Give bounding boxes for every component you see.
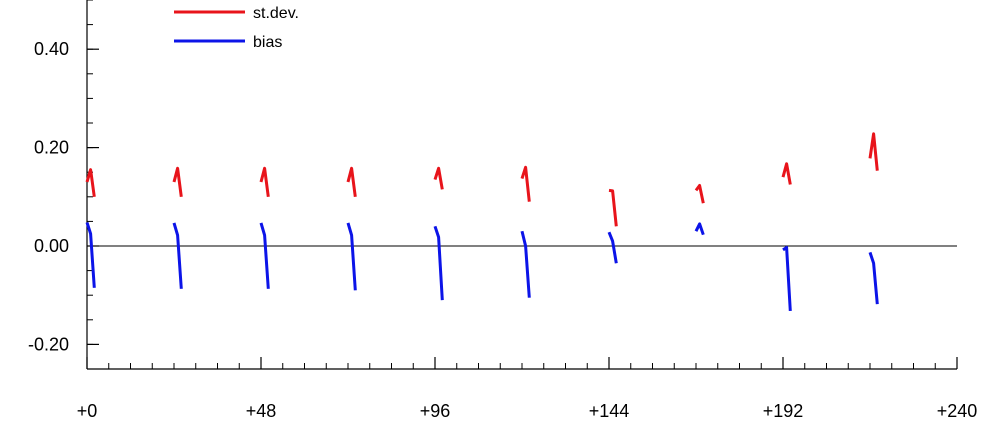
- series-line: [172, 222, 183, 289]
- series-line: [259, 222, 270, 289]
- y-axis-tick-labels: 0.40 0.20 0.00 -0.20: [28, 39, 69, 354]
- series-layer: [85, 132, 879, 311]
- series-line: [433, 225, 444, 301]
- x-tick-label: +0: [77, 401, 98, 421]
- x-tick-label: +144: [589, 401, 630, 421]
- series-line: [607, 231, 618, 264]
- y-tick-label: 0.20: [34, 138, 69, 158]
- series-line: [868, 251, 879, 305]
- series-line: [520, 230, 531, 298]
- series-line: [346, 222, 357, 291]
- series-line: [781, 162, 792, 185]
- series-line: [694, 222, 705, 236]
- series-line: [85, 221, 96, 288]
- series-bias: [85, 221, 879, 311]
- series-line: [782, 246, 792, 311]
- series-st-dev-: [85, 132, 879, 227]
- legend: st.dev. bias: [174, 5, 299, 51]
- series-line: [694, 184, 705, 204]
- series-line: [85, 168, 96, 198]
- x-tick-label: +240: [937, 401, 978, 421]
- major-ticks: [86, 48, 958, 369]
- y-tick-label: 0.00: [34, 236, 69, 256]
- y-tick-label: -0.20: [28, 334, 69, 354]
- series-line: [520, 165, 531, 202]
- x-axis-tick-labels: +0 +48 +96 +144 +192 +240: [77, 401, 978, 421]
- series-line: [172, 166, 183, 197]
- series-line: [259, 166, 270, 197]
- series-line: [346, 166, 357, 197]
- legend-label: st.dev.: [253, 5, 299, 22]
- x-tick-label: +48: [246, 401, 277, 421]
- x-tick-label: +96: [420, 401, 451, 421]
- minor-ticks: [86, 0, 958, 370]
- series-line: [868, 132, 879, 171]
- legend-label: bias: [253, 34, 282, 51]
- series-line: [608, 188, 618, 227]
- series-line: [433, 166, 444, 190]
- x-tick-label: +192: [763, 401, 804, 421]
- y-tick-label: 0.40: [34, 39, 69, 59]
